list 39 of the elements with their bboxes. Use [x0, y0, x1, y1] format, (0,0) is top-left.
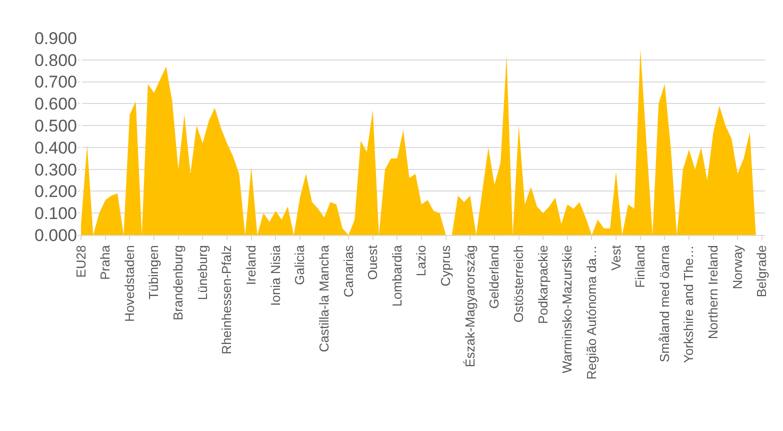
y-tick-label: 0.600: [34, 94, 77, 114]
y-tick-label: 0.800: [34, 50, 77, 70]
x-tick-label: Belgrade: [754, 245, 770, 298]
x-tick-label: Canarias: [340, 244, 356, 298]
x-tick-label: Ireland: [243, 245, 258, 285]
x-tick-label: Rheinhessen-Pfalz: [219, 245, 234, 354]
x-tick-label: Lazio: [414, 245, 429, 276]
x-tick-label: Ostösterreich: [510, 245, 526, 323]
x-tick-label: Cyprus: [438, 244, 454, 286]
x-tick-label: Észak-Magyarország: [462, 245, 478, 368]
y-tick-label: 0.500: [34, 116, 77, 136]
x-tick-label: Northern Ireland: [706, 245, 721, 340]
x-tick-label: Podkarpackie: [535, 245, 550, 324]
y-tick-label: 0.900: [34, 28, 77, 48]
x-tick-label: Finland: [632, 245, 648, 288]
x-tick-label: Norway: [730, 244, 745, 290]
y-tick-label: 0.200: [34, 182, 77, 202]
x-tick-label: Warminsko-Mazurskie: [560, 245, 575, 374]
x-tick-label: Ouest: [365, 244, 380, 280]
x-tick-label: Hovedstaden: [122, 245, 137, 322]
x-tick-label: Tübingen: [146, 245, 162, 300]
x-tick-label: Lüneburg: [194, 245, 210, 300]
y-tick-label: 0.100: [34, 204, 77, 224]
x-tick-label: Småland med öarna: [656, 244, 672, 362]
x-tick-label: Ionia Nisia: [268, 244, 283, 306]
x-tick-label: Castilla-la Mancha: [316, 244, 332, 352]
x-tick-label: Yorkshire and The…: [681, 245, 696, 363]
x-tick-label: Praha: [98, 244, 113, 280]
x-tick-label: EU28: [73, 245, 88, 278]
y-tick-label: 0.400: [34, 138, 77, 158]
y-tick-label: 0.000: [34, 226, 77, 245]
y-tick-label: 0.700: [34, 72, 77, 92]
x-tick-label: Galicia: [292, 244, 308, 285]
x-tick-label: Vest: [608, 244, 624, 270]
y-tick-label: 0.300: [34, 160, 77, 180]
x-tick-label: Gelderland: [486, 245, 502, 309]
x-tick-label: Lombardia: [389, 244, 404, 307]
x-tick-label: Brandenburg: [170, 245, 186, 320]
x-tick-label: Região Autónoma da…: [584, 245, 599, 380]
